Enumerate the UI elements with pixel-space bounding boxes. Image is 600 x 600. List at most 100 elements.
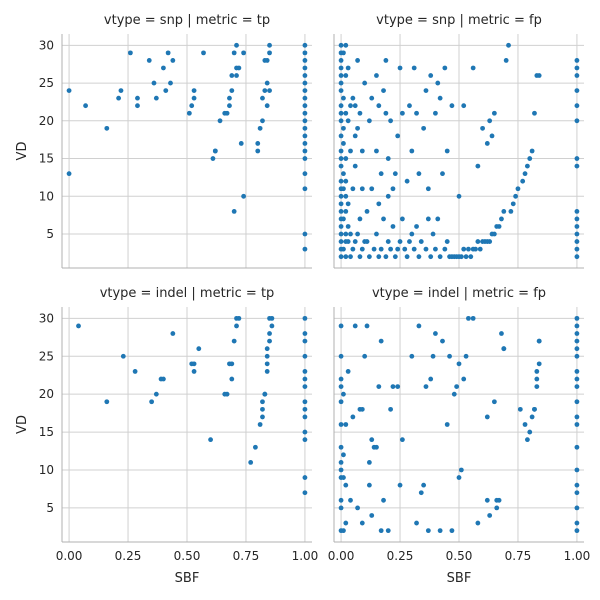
data-point (385, 239, 391, 244)
data-point (574, 231, 580, 237)
x-tick-label: 0.00 (328, 549, 355, 563)
x-tick-label: 0.25 (115, 549, 142, 563)
data-point (409, 231, 415, 237)
data-point (574, 346, 580, 352)
data-point (366, 460, 372, 465)
data-point (343, 178, 349, 184)
data-point (355, 58, 360, 63)
data-point (355, 505, 360, 511)
data-point (264, 361, 270, 367)
data-point (234, 323, 239, 329)
data-point (574, 376, 580, 382)
data-point (487, 118, 493, 124)
data-point (395, 384, 401, 389)
data-point (168, 80, 173, 86)
data-point (574, 490, 580, 496)
data-point (231, 50, 237, 56)
data-point (338, 118, 344, 124)
data-point (359, 148, 365, 154)
data-point (574, 73, 580, 78)
data-point (574, 528, 580, 534)
data-point (135, 95, 140, 101)
data-point (267, 42, 272, 48)
data-point (574, 323, 580, 329)
data-point (352, 323, 358, 329)
data-point (186, 110, 192, 116)
data-point (574, 338, 580, 344)
data-point (366, 482, 372, 488)
data-point (430, 353, 436, 359)
data-point (255, 141, 261, 146)
data-point (574, 208, 580, 214)
data-point (388, 246, 394, 252)
data-point (574, 118, 580, 124)
data-point (574, 369, 580, 374)
data-point (423, 88, 429, 94)
data-point (338, 42, 344, 48)
data-point (217, 118, 223, 124)
data-point (357, 216, 363, 222)
data-point (348, 231, 353, 237)
data-point (520, 178, 526, 184)
data-point (338, 505, 344, 511)
data-point (407, 103, 412, 109)
data-point (338, 156, 344, 161)
data-point (371, 246, 377, 252)
data-point (388, 406, 394, 412)
panel-title: vtype = indel | metric = tp (100, 286, 275, 301)
data-point (364, 323, 370, 329)
data-point (355, 125, 360, 131)
data-point (369, 513, 375, 518)
y-tick-label: 20 (39, 114, 54, 128)
data-point (302, 171, 308, 177)
data-point (376, 384, 382, 389)
data-point (491, 399, 497, 405)
y-tick-label: 30 (39, 311, 54, 325)
data-point (224, 391, 230, 397)
data-point (477, 246, 483, 252)
data-point (345, 65, 351, 71)
data-point (440, 171, 445, 177)
data-point (496, 497, 502, 503)
data-point (416, 171, 422, 177)
data-point (430, 231, 436, 237)
data-point (338, 148, 344, 154)
data-point (428, 254, 434, 260)
data-point (522, 171, 528, 177)
data-point (442, 65, 448, 71)
data-point (260, 95, 265, 101)
data-point (338, 201, 344, 207)
data-point (484, 497, 490, 503)
data-point (489, 133, 495, 139)
data-point (341, 186, 346, 192)
data-point (146, 58, 152, 63)
data-point (236, 65, 242, 71)
data-point (338, 239, 344, 244)
data-point (302, 429, 308, 435)
y-tick-label: 25 (39, 349, 54, 363)
data-point (257, 125, 263, 131)
data-point (399, 110, 405, 116)
data-point (416, 323, 422, 329)
data-point (264, 58, 270, 63)
x-tick-label: 0.00 (56, 549, 83, 563)
data-point (378, 528, 384, 534)
y-axis-label: VD (15, 415, 30, 434)
data-point (191, 369, 197, 374)
data-point (345, 369, 351, 374)
x-tick-label: 1.00 (292, 549, 319, 563)
data-point (163, 88, 169, 94)
x-tick-label: 1.00 (564, 549, 591, 563)
data-point (302, 414, 308, 420)
data-point (338, 103, 344, 109)
data-point (338, 65, 344, 71)
data-point (392, 171, 398, 177)
data-point (414, 110, 419, 116)
data-point (383, 254, 389, 260)
data-point (515, 186, 521, 192)
scatter-points (76, 315, 308, 496)
data-point (355, 231, 360, 237)
data-point (536, 338, 542, 344)
data-point (267, 315, 272, 321)
data-point (409, 148, 415, 154)
